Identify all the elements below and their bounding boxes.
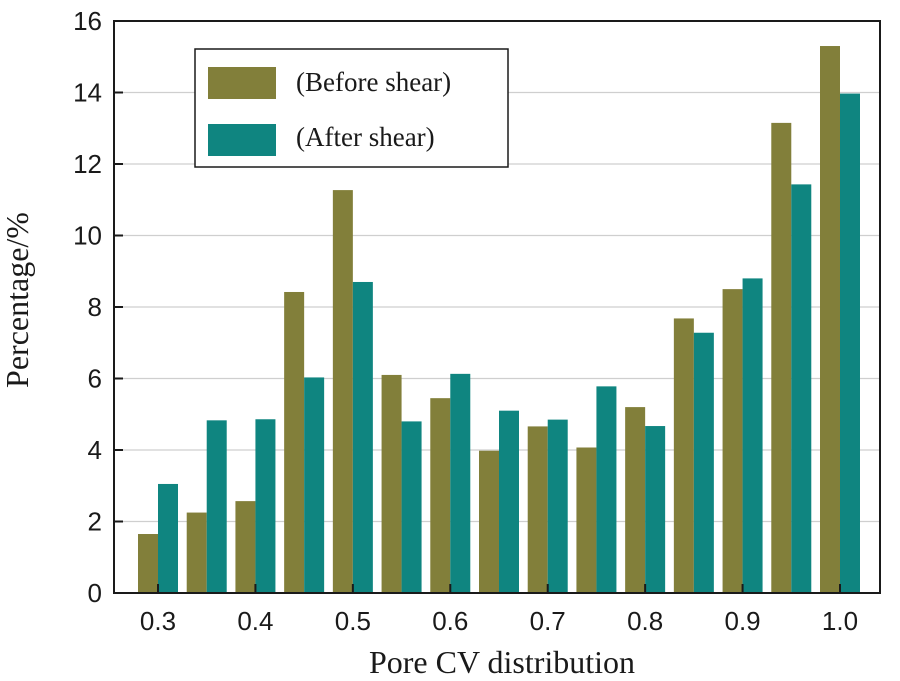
x-axis-label: Pore CV distribution bbox=[369, 644, 635, 680]
y-tick-label: 12 bbox=[73, 149, 102, 179]
bar-before-shear bbox=[625, 407, 646, 593]
y-tick-label: 4 bbox=[88, 435, 102, 465]
x-tick-label: 0.8 bbox=[627, 606, 663, 636]
bar-before-shear bbox=[722, 289, 743, 593]
axis-ticks: 0 2 4 6 8 10 12 14 16 0.3 0.4 0.5 0.6 0.7 0.8 0.9 1.0 bbox=[73, 6, 858, 636]
bar-after-shear bbox=[547, 419, 568, 593]
legend-swatch-after-shear bbox=[208, 124, 276, 156]
bar-before-shear bbox=[527, 426, 548, 593]
legend-label-after-shear: (After shear) bbox=[296, 122, 435, 152]
legend-label-before-shear: (Before shear) bbox=[296, 67, 451, 97]
bar-before-shear bbox=[673, 318, 694, 593]
y-tick-label: 10 bbox=[73, 221, 102, 251]
bar-after-shear bbox=[596, 386, 617, 593]
legend: (Before shear) (After shear) bbox=[194, 48, 509, 168]
y-tick-label: 2 bbox=[88, 507, 102, 537]
bar-before-shear bbox=[479, 450, 499, 593]
y-tick-label: 0 bbox=[88, 578, 102, 608]
x-tick-label: 0.5 bbox=[335, 606, 371, 636]
y-tick-label: 8 bbox=[88, 292, 102, 322]
bar-after-shear bbox=[742, 278, 763, 593]
bar-after-shear bbox=[206, 420, 227, 593]
x-tick-label: 0.4 bbox=[237, 606, 273, 636]
bar-before-shear bbox=[235, 501, 256, 593]
legend-swatch-before-shear bbox=[208, 67, 276, 99]
bar-before-shear bbox=[430, 398, 451, 593]
bar-after-shear bbox=[158, 483, 178, 593]
bar-before-shear bbox=[284, 291, 305, 593]
bar-after-shear bbox=[304, 377, 325, 593]
y-tick-label: 14 bbox=[73, 78, 102, 108]
y-tick-label: 6 bbox=[88, 364, 102, 394]
bar-after-shear bbox=[499, 410, 519, 593]
bar-after-shear bbox=[645, 426, 666, 593]
bar-before-shear bbox=[186, 512, 207, 593]
bars bbox=[138, 46, 860, 593]
x-tick-label: 0.7 bbox=[530, 606, 566, 636]
y-axis-label: Percentage/% bbox=[0, 212, 35, 388]
bar-before-shear bbox=[381, 374, 402, 593]
y-tick-label: 16 bbox=[73, 6, 102, 36]
bar-after-shear bbox=[840, 93, 860, 593]
bar-before-shear bbox=[138, 534, 158, 593]
bar-before-shear bbox=[771, 122, 792, 593]
bar-before-shear bbox=[820, 46, 840, 593]
x-tick-label: 1.0 bbox=[822, 606, 858, 636]
bar-after-shear bbox=[450, 373, 471, 593]
bar-after-shear bbox=[693, 332, 714, 593]
bar-before-shear bbox=[576, 447, 597, 593]
x-tick-label: 0.9 bbox=[724, 606, 760, 636]
bar-after-shear bbox=[791, 184, 812, 593]
bar-before-shear bbox=[332, 190, 353, 593]
x-tick-label: 0.3 bbox=[140, 606, 176, 636]
bar-after-shear bbox=[255, 419, 276, 593]
bar-after-shear bbox=[401, 421, 422, 593]
bar-after-shear bbox=[352, 281, 373, 593]
x-tick-label: 0.6 bbox=[432, 606, 468, 636]
